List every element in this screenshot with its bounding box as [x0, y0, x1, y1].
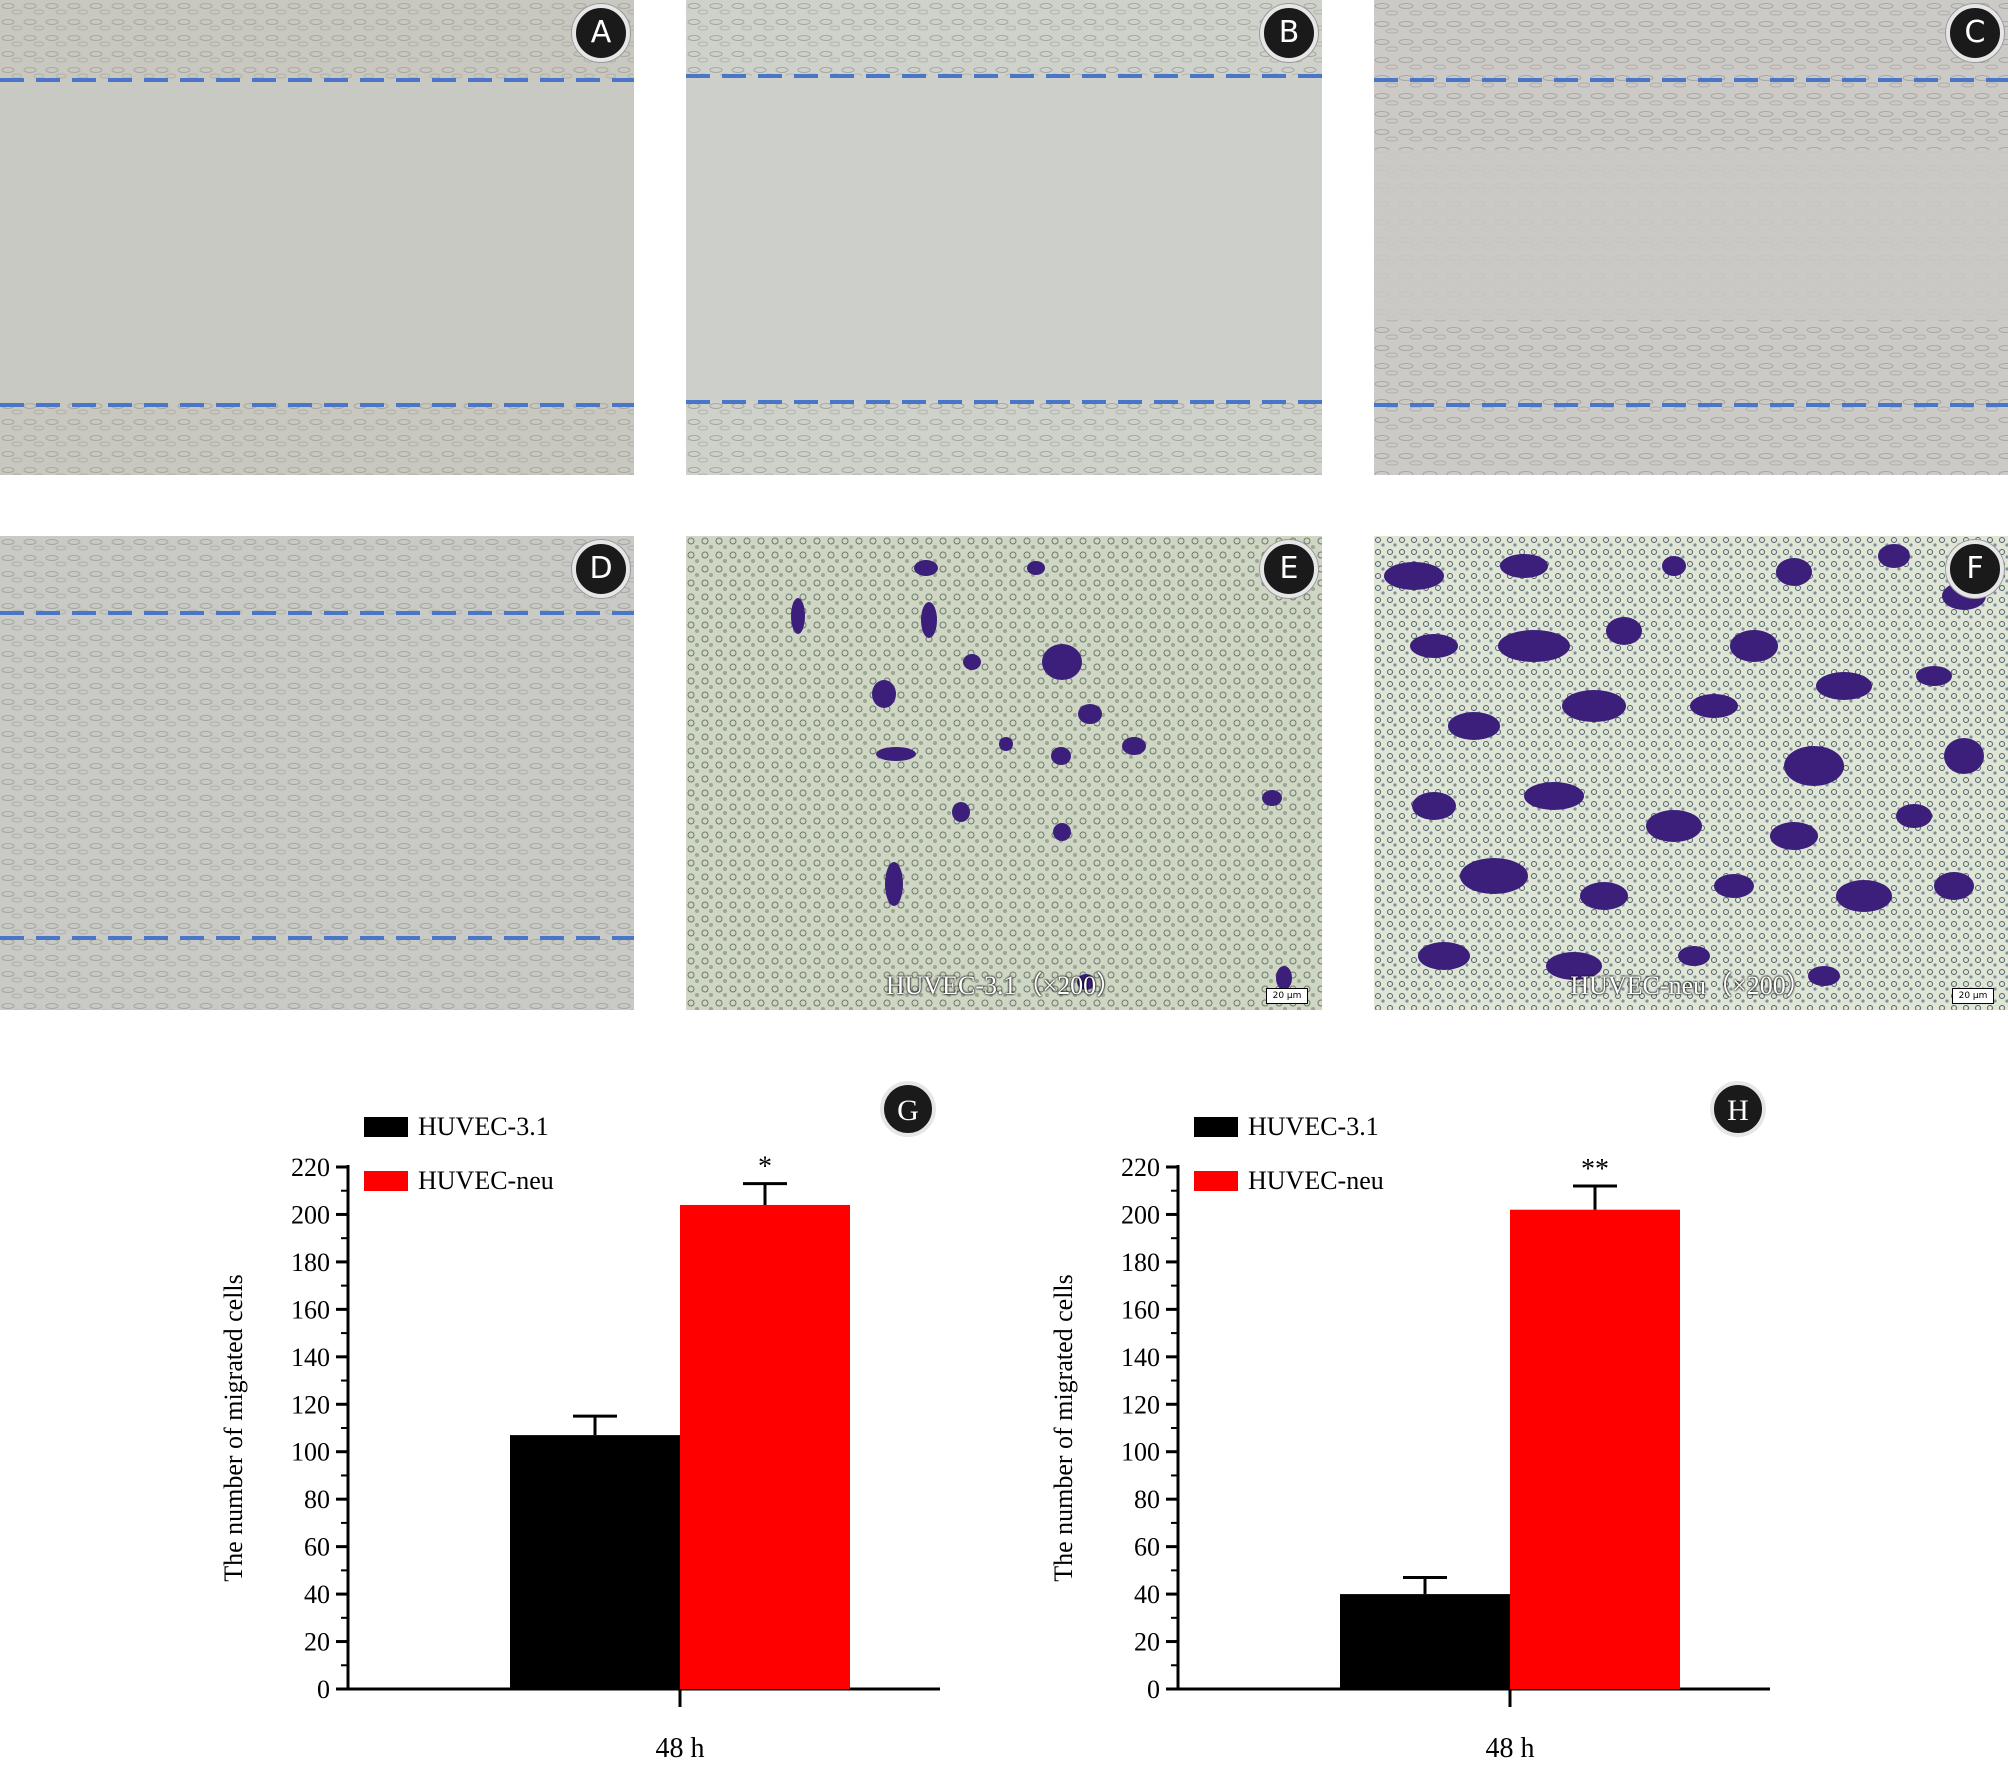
chart-g-y-tick-label: 200	[291, 1200, 330, 1229]
chart-g-bar-1	[510, 1435, 680, 1689]
chart-h-legend-swatch	[1194, 1117, 1238, 1137]
chart-h-y-tick-label: 100	[1121, 1438, 1160, 1467]
chart-h-y-tick-label: 120	[1121, 1390, 1160, 1419]
transwell-image-f	[1374, 536, 2008, 1010]
micrograph-panel-f: F HUVEC-neu（×200） 20 μm	[1374, 536, 2008, 1010]
chart-g-legend-swatch	[364, 1117, 408, 1137]
scratch-image-a	[0, 0, 634, 475]
chart-g-y-tick-label: 220	[291, 1153, 330, 1182]
chart-g-y-tick-label: 20	[304, 1628, 330, 1657]
chart-g-legend-swatch	[364, 1171, 408, 1191]
chart-g-legend-label: HUVEC-3.1	[418, 1112, 549, 1141]
chart-h-legend-swatch	[1194, 1171, 1238, 1191]
chart-g-y-tick-label: 100	[291, 1438, 330, 1467]
scratch-image-d	[0, 536, 634, 1010]
chart-h-y-tick-label: 80	[1134, 1485, 1160, 1514]
panel-label-c: C	[1946, 4, 2004, 62]
chart-h-y-tick-label: 200	[1121, 1200, 1160, 1229]
panel-label-f: F	[1946, 540, 2004, 598]
micrograph-panel-c: C	[1374, 0, 2008, 475]
chart-h-y-axis-label: The number of migrated cells	[1050, 1274, 1078, 1582]
scale-bar-f: 20 μm	[1952, 988, 1994, 1004]
chart-h-y-tick-label: 160	[1121, 1295, 1160, 1324]
panel-caption-e: HUVEC-3.1（×200）	[885, 971, 1123, 1000]
micrograph-panel-a: A	[0, 0, 634, 475]
transwell-image-e	[686, 536, 1322, 1010]
chart-g-significance-mark: *	[758, 1152, 772, 1183]
micrograph-panel-e: E HUVEC-3.1（×200） 20 μm	[686, 536, 1322, 1010]
scratch-image-b	[686, 0, 1322, 475]
scratch-image-c	[1374, 0, 2008, 475]
chart-g-y-tick-label: 160	[291, 1295, 330, 1324]
chart-g-bar-2	[680, 1204, 850, 1689]
bar-chart-h: 0 20 40 60 80 100 120 140 160 180 200 220 The number…	[1050, 1081, 1770, 1764]
chart-g-y-tick-label: 60	[304, 1533, 330, 1562]
chart-g-y-tick-label: 80	[304, 1485, 330, 1514]
chart-h-y-tick-label: 220	[1121, 1153, 1160, 1182]
panel-label-d: D	[572, 540, 630, 598]
micrograph-panel-b: B	[686, 0, 1322, 475]
chart-h-panel-label: H	[1727, 1094, 1749, 1127]
chart-h-panel-badge	[1710, 1081, 1766, 1137]
chart-g-y-tick-label: 40	[304, 1580, 330, 1609]
chart-h-x-tick-label: 48 h	[1486, 1733, 1535, 1764]
chart-h-y-tick-label: 20	[1134, 1628, 1160, 1657]
micrograph-panel-d: D	[0, 536, 634, 1010]
chart-h-legend-label: HUVEC-3.1	[1248, 1112, 1379, 1141]
chart-g-y-tick-label: 140	[291, 1343, 330, 1372]
chart-h-y-tick-label: 180	[1121, 1248, 1160, 1277]
panel-label-a: A	[572, 4, 630, 62]
panel-label-e: E	[1260, 540, 1318, 598]
chart-h-y-tick-label: 60	[1134, 1533, 1160, 1562]
chart-h-y-tick-label: 140	[1121, 1343, 1160, 1372]
panel-label-b: B	[1260, 4, 1318, 62]
chart-h-bar-2	[1510, 1209, 1680, 1689]
chart-g-y-tick-label: 120	[291, 1390, 330, 1419]
chart-g-panel-badge	[880, 1081, 936, 1137]
chart-h-bar-1	[1340, 1594, 1510, 1689]
panel-caption-f: HUVEC-neu（×200）	[1570, 971, 1812, 1000]
chart-g-x-tick-label: 48 h	[656, 1733, 705, 1764]
chart-g-y-tick-label: 180	[291, 1248, 330, 1277]
bar-chart-g: 0 20 40 60 80 100 120 140 160 180 200 220 The number…	[220, 1081, 940, 1764]
chart-h-y-tick-label: 40	[1134, 1580, 1160, 1609]
chart-h-legend-label: HUVEC-neu	[1248, 1166, 1384, 1195]
chart-g-y-tick-label: 0	[317, 1675, 330, 1704]
chart-g-legend-label: HUVEC-neu	[418, 1166, 554, 1195]
scale-bar-e: 20 μm	[1266, 988, 1308, 1004]
chart-h-y-tick-label: 0	[1147, 1675, 1160, 1704]
chart-h-significance-mark: **	[1581, 1154, 1609, 1185]
chart-g-panel-label: G	[897, 1094, 919, 1127]
chart-g-y-axis-label: The number of migrated cells	[220, 1274, 248, 1582]
